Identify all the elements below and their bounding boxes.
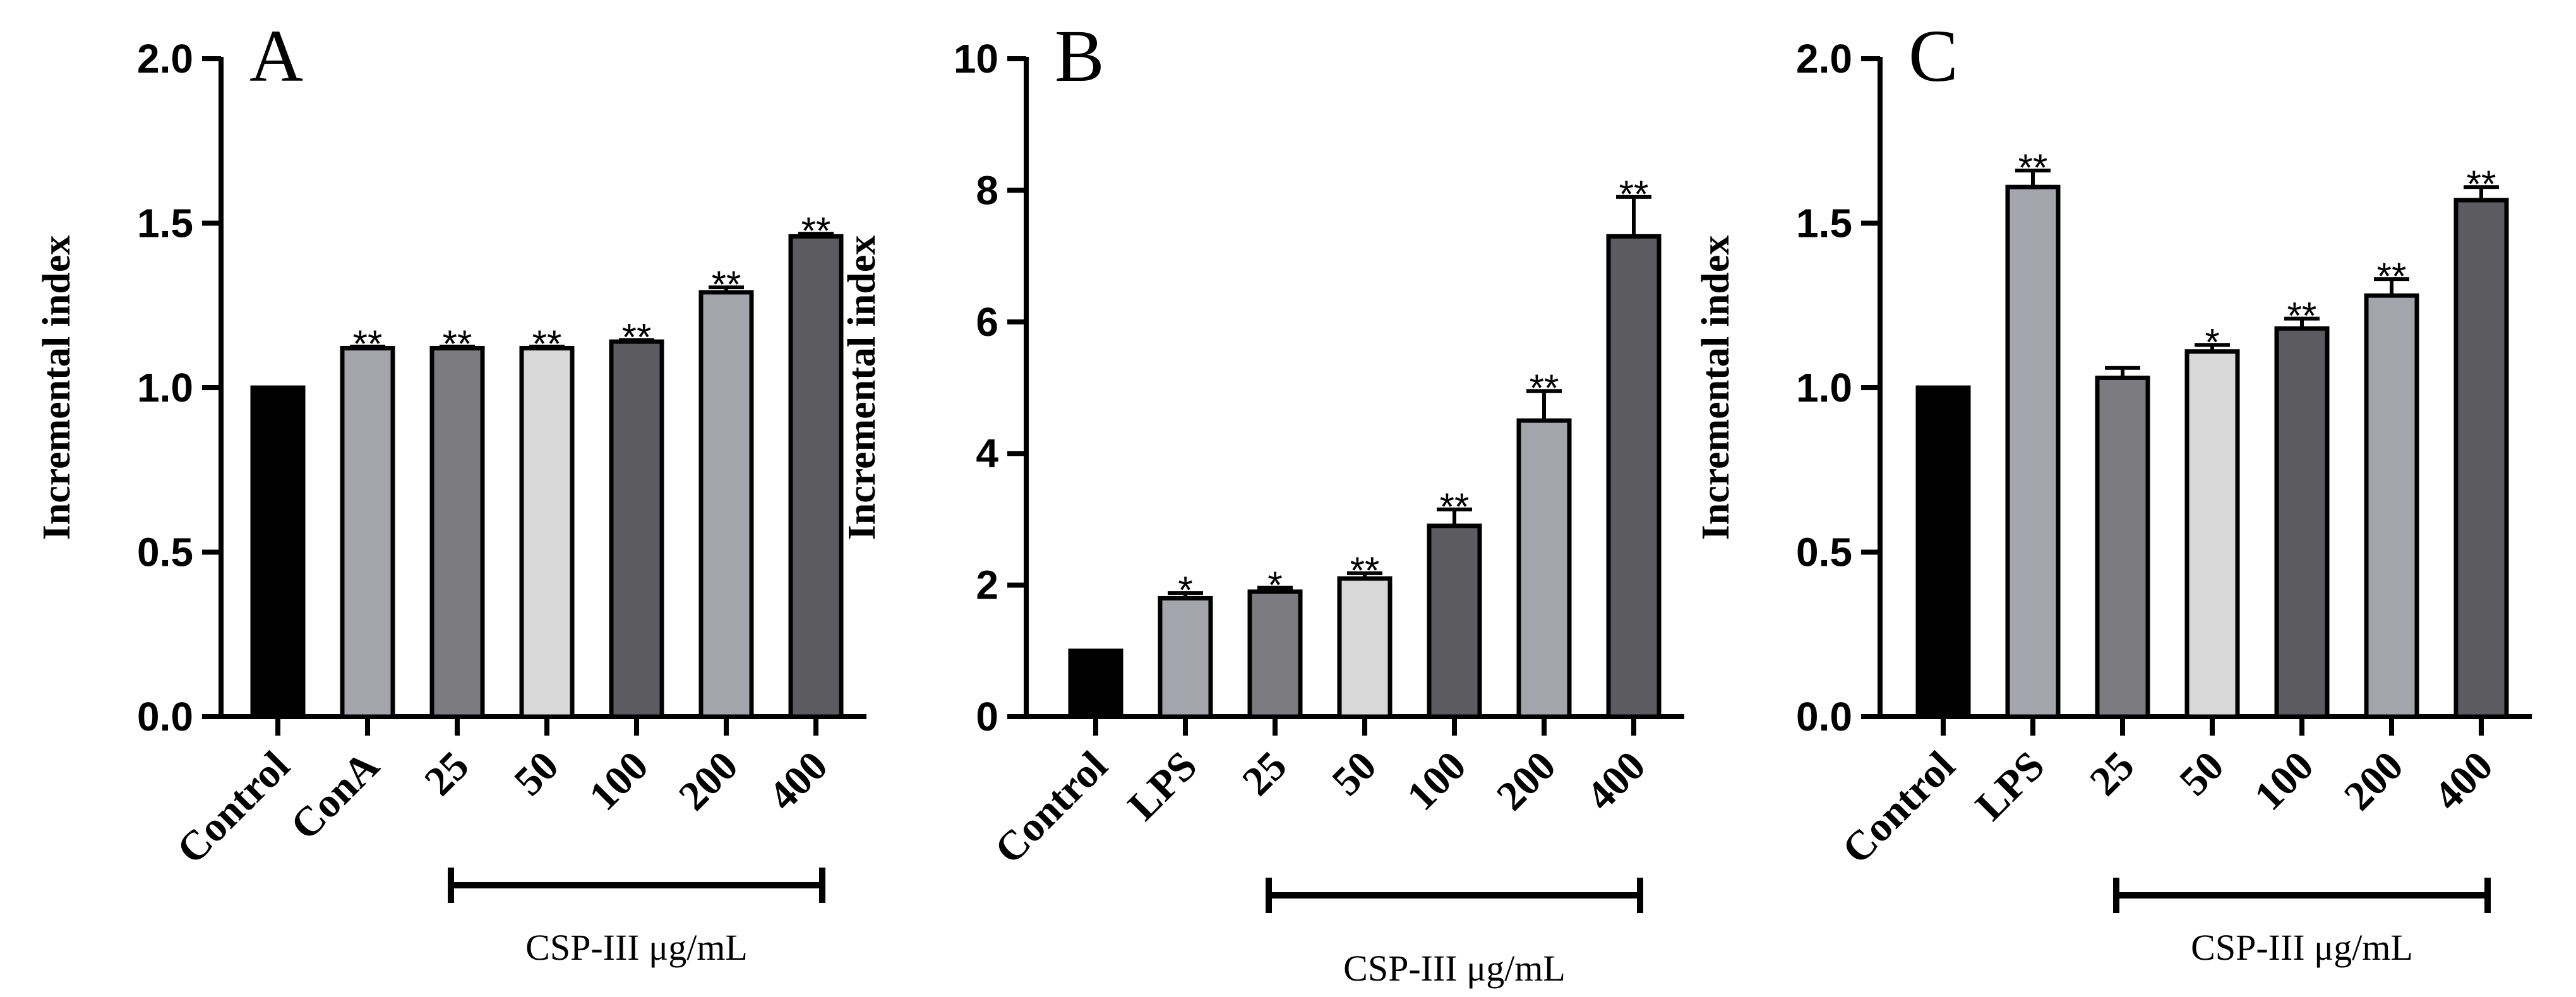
y-tick-label: 0.5 [137, 530, 193, 575]
category-label: 25 [416, 743, 477, 804]
bar-200 [1516, 418, 1572, 719]
bracket-label: CSP-III μg/mL [525, 927, 748, 968]
significance-marker: * [1267, 564, 1282, 606]
bar-50 [519, 345, 575, 719]
bar-50 [1337, 576, 1393, 719]
y-tick-label: 4 [976, 431, 998, 476]
significance-marker: ** [2287, 295, 2317, 337]
significance-marker: ** [1530, 367, 1559, 409]
y-tick-label: 1.0 [1796, 365, 1852, 410]
bar-200 [698, 290, 754, 719]
significance-marker: ** [1350, 549, 1380, 592]
category-label: LPS [1967, 743, 2053, 829]
bar-25 [429, 345, 485, 719]
bar-control [250, 385, 306, 719]
category-label: ConA [282, 743, 388, 849]
bar-400 [2453, 198, 2509, 719]
bar-100 [609, 339, 664, 719]
category-label: 50 [505, 743, 567, 804]
category-label: 200 [1488, 743, 1565, 820]
significance-marker: ** [353, 323, 383, 365]
category-label: 200 [670, 743, 747, 820]
panel-c: 0.0 0.5 1.0 1.5 2.0 Incremental index C Control… [1694, 15, 2532, 968]
y-tick-label: 0 [976, 694, 998, 739]
y-axis-label: Incremental index [1694, 236, 1737, 540]
y-axis-label: Incremental index [841, 236, 884, 540]
y-tick-label: 0.5 [1796, 530, 1852, 575]
significance-marker: ** [1440, 486, 1470, 528]
y-tick-label: 0.0 [1796, 694, 1852, 739]
y-tick-label: 1.5 [137, 201, 193, 246]
y-tick-label: 2.0 [137, 36, 193, 81]
bar-100 [2274, 326, 2330, 719]
y-tick-label: 8 [976, 167, 998, 213]
category-label: Control [168, 743, 298, 873]
panel-letter: B [1055, 15, 1105, 97]
bar-25 [2095, 375, 2150, 719]
significance-marker: * [2205, 321, 2219, 363]
y-tick-label: 2 [976, 563, 998, 608]
category-label: 400 [1578, 743, 1655, 820]
significance-marker: ** [2467, 163, 2496, 205]
bracket-label: CSP-III μg/mL [1343, 948, 1566, 989]
bar-lps [2005, 184, 2061, 719]
y-tick-label: 1.0 [137, 365, 193, 410]
panel-letter: C [1908, 15, 1958, 97]
y-tick-label: 2.0 [1796, 36, 1852, 81]
category-label: 100 [1398, 743, 1475, 820]
category-label: 200 [2335, 743, 2412, 820]
y-tick-label: 10 [954, 36, 998, 81]
bar-100 [1427, 523, 1482, 719]
significance-marker: ** [712, 263, 741, 306]
significance-marker: ** [443, 323, 472, 365]
bar-cona [340, 345, 395, 719]
significance-marker: * [1178, 569, 1192, 611]
bar-control [1068, 648, 1123, 719]
category-label: 100 [580, 743, 657, 820]
significance-marker: ** [532, 323, 562, 365]
y-tick-label: 1.5 [1796, 201, 1852, 246]
bar-400 [788, 234, 844, 719]
category-label: Control [986, 743, 1116, 873]
bar-lps [1158, 595, 1213, 719]
category-label: 100 [2246, 743, 2323, 820]
bracket-label: CSP-III μg/mL [2191, 927, 2413, 968]
category-label: 400 [760, 743, 837, 820]
y-tick-label: 6 [976, 299, 998, 345]
significance-marker: ** [1619, 173, 1649, 215]
category-label: 25 [1233, 743, 1295, 804]
significance-marker: ** [2377, 255, 2407, 297]
category-label: 25 [2081, 743, 2143, 804]
category-label: 50 [1323, 743, 1385, 804]
panel-a: 0.0 0.5 1.0 1.5 2.0 Incremental index A Control… [35, 15, 866, 968]
significance-marker: ** [801, 210, 831, 252]
y-tick-label: 0.0 [137, 694, 193, 739]
y-axis-label: Incremental index [35, 236, 78, 540]
significance-marker: ** [2018, 146, 2048, 189]
bar-25 [1247, 589, 1303, 719]
category-label: 400 [2425, 743, 2502, 820]
category-label: Control [1833, 743, 1963, 873]
significance-marker: ** [622, 316, 652, 358]
bar-400 [1606, 234, 1662, 719]
panel-letter: A [249, 15, 303, 97]
category-label: 50 [2171, 743, 2232, 804]
bar-200 [2364, 293, 2419, 719]
bar-50 [2184, 349, 2240, 719]
panel-b: 0 2 4 6 8 10 Incremental index B Control * LPS * 25 *… [841, 15, 1684, 989]
category-label: LPS [1119, 743, 1206, 829]
bar-control [1915, 385, 1971, 719]
